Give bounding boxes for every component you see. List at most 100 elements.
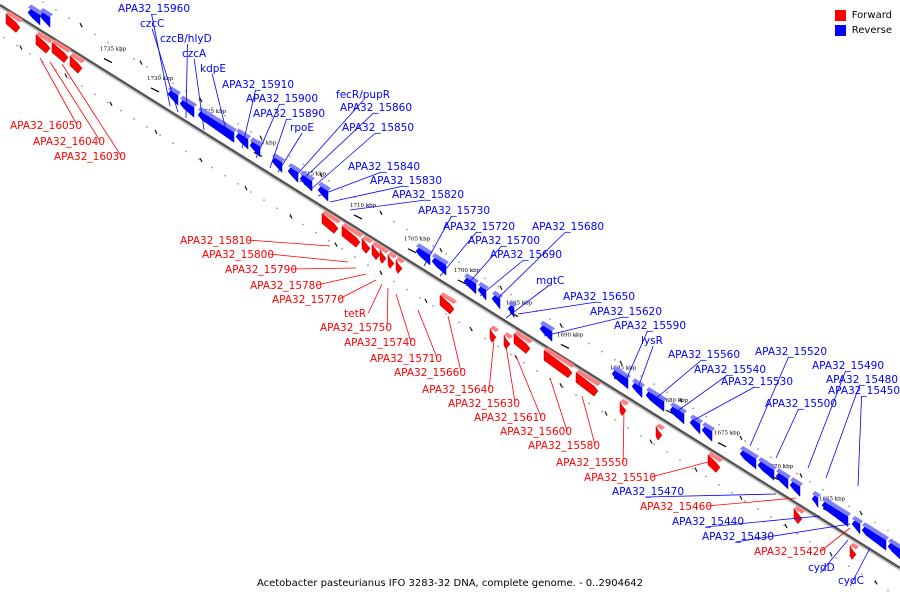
forward-gene-arrow <box>849 545 857 560</box>
gene-label-forward[interactable]: APA32_15580 <box>528 440 600 452</box>
gene-label-reverse[interactable]: cydC <box>838 575 864 587</box>
leader-line <box>309 132 376 191</box>
track-mark <box>379 210 383 215</box>
gene-label-reverse[interactable]: APA32_15690 <box>490 249 562 261</box>
gene-arrow-face <box>40 8 53 18</box>
gene-label-reverse[interactable]: czcA <box>182 48 207 60</box>
gene-label-reverse[interactable]: APA32_15840 <box>348 161 420 173</box>
gene-label-reverse[interactable]: fecR/pupR <box>336 89 390 101</box>
gene-arrow-face <box>776 468 791 479</box>
gene-label-forward[interactable]: APA32_15750 <box>320 322 392 334</box>
guide-dot <box>796 472 798 475</box>
leader-line <box>338 279 377 300</box>
gene-arrow-face <box>758 457 777 471</box>
gene-label-forward[interactable]: APA32_15510 <box>584 472 656 484</box>
forward-gene-arrow <box>5 13 21 33</box>
gene-arrow-face <box>888 538 900 549</box>
gene-label-forward[interactable]: APA32_15810 <box>180 235 252 247</box>
guide-dot <box>68 77 70 80</box>
guide-dot <box>133 57 135 60</box>
guide-dot <box>159 74 161 76</box>
gene-label-reverse[interactable]: APA32_15450 <box>828 385 900 397</box>
gene-label-forward[interactable]: APA32_15790 <box>225 264 297 276</box>
gene-label-reverse[interactable]: APA32_15960 <box>118 3 190 15</box>
gene-label-forward[interactable]: APA32_16040 <box>33 136 105 148</box>
leader-line <box>505 345 516 404</box>
gene-label-forward[interactable]: APA32_15780 <box>250 280 322 292</box>
gene-label-forward[interactable]: APA32_15600 <box>500 426 572 438</box>
tick-label: 1700 kbp <box>454 268 481 274</box>
gene-label-reverse[interactable]: APA32_15430 <box>702 531 774 543</box>
gene-label-forward[interactable]: APA32_15460 <box>640 501 712 513</box>
guide-dot <box>445 253 447 255</box>
gene-label-reverse[interactable]: APA32_15490 <box>812 360 884 372</box>
gene-label-reverse[interactable]: kdpE <box>200 63 226 75</box>
guide-dot <box>744 440 746 442</box>
gene-label-reverse[interactable]: APA32_15900 <box>246 93 318 105</box>
track-mark <box>739 435 743 441</box>
gene-label-reverse[interactable]: APA32_15470 <box>612 486 684 498</box>
leader-line <box>193 58 205 131</box>
guide-dot <box>692 407 694 410</box>
gene-labels: APA32_16050 APA32_16040 APA32_16030 APA32_1… <box>10 3 900 587</box>
gene-label-forward[interactable]: APA32_15800 <box>202 249 274 261</box>
gene-label-forward[interactable]: APA32_15710 <box>370 353 442 365</box>
gene-label-forward[interactable]: APA32_15740 <box>344 337 416 349</box>
track-mark <box>334 242 338 247</box>
gene-label-forward[interactable]: APA32_15420 <box>754 546 826 558</box>
gene-label-reverse[interactable]: APA32_15590 <box>614 320 686 332</box>
leader-line <box>693 386 755 421</box>
guide-dot <box>237 122 239 125</box>
gene-label-reverse[interactable]: APA32_15560 <box>668 349 740 361</box>
gene-label-forward[interactable]: APA32_15550 <box>556 457 628 469</box>
gene-label-forward[interactable]: APA32_16030 <box>54 151 126 163</box>
guide-dot <box>770 516 772 519</box>
gene-label-reverse[interactable]: APA32_15500 <box>765 398 837 410</box>
gene-label-reverse[interactable]: APA32_15830 <box>370 175 442 187</box>
guide-dot <box>809 480 811 483</box>
forward-gene-arrow <box>395 259 403 274</box>
axis-tick <box>103 58 113 64</box>
gene-label-forward[interactable]: APA32_15630 <box>448 398 520 410</box>
gene-label-forward[interactable]: APA32_16050 <box>10 120 82 132</box>
gene-label-reverse[interactable]: APA32_15620 <box>590 306 662 318</box>
gene-arrow-face <box>540 320 555 332</box>
gene-label-forward[interactable]: tetR <box>344 308 366 320</box>
gene-label-reverse[interactable]: APA32_15440 <box>672 516 744 528</box>
gene-label-reverse[interactable]: lysR <box>641 335 663 347</box>
gene-label-reverse[interactable]: APA32_15720 <box>443 221 515 233</box>
gene-label-reverse[interactable]: APA32_15860 <box>340 102 412 114</box>
gene-label-reverse[interactable]: APA32_15530 <box>721 376 793 388</box>
gene-label-reverse[interactable]: cydD <box>808 562 835 574</box>
gene-label-reverse[interactable]: APA32_15700 <box>468 235 540 247</box>
guide-dot <box>94 93 96 96</box>
guide-dot <box>445 313 447 315</box>
gene-label-forward[interactable]: APA32_15770 <box>272 294 344 306</box>
gene-label-reverse[interactable]: rpoE <box>290 122 314 134</box>
gene-label-reverse[interactable]: APA32_15520 <box>755 346 827 358</box>
gene-label-reverse[interactable]: APA32_15540 <box>694 364 766 376</box>
gene-label-forward[interactable]: APA32_15610 <box>474 412 546 424</box>
leader-line <box>707 497 797 507</box>
gene-label-reverse[interactable]: APA32_15650 <box>563 291 635 303</box>
guide-dot <box>653 383 655 386</box>
gene-label-reverse[interactable]: czcB/hlyD <box>160 33 212 45</box>
gene-label-reverse[interactable]: czcC <box>140 18 164 30</box>
guide-dot <box>484 337 486 340</box>
gene-label-forward[interactable]: APA32_15640 <box>422 384 494 396</box>
gene-label-reverse[interactable]: APA32_15480 <box>826 374 898 386</box>
guide-dot <box>250 131 252 133</box>
gene-label-reverse[interactable]: APA32_15890 <box>253 108 325 120</box>
gene-label-forward[interactable]: APA32_15660 <box>394 367 466 379</box>
guide-dot <box>562 326 564 329</box>
leader-line <box>675 374 728 413</box>
leader-line <box>269 253 349 263</box>
gene-label-reverse[interactable]: APA32_15850 <box>342 122 414 134</box>
gene-label-reverse[interactable]: APA32_15820 <box>392 189 464 201</box>
guide-dot <box>419 236 421 239</box>
gene-label-reverse[interactable]: APA32_15680 <box>532 221 604 233</box>
gene-label-reverse[interactable]: mgtC <box>536 275 564 287</box>
tick-label: 1685 kbp <box>610 366 637 372</box>
gene-label-reverse[interactable]: APA32_15910 <box>222 79 294 91</box>
gene-label-reverse[interactable]: APA32_15730 <box>418 205 490 217</box>
